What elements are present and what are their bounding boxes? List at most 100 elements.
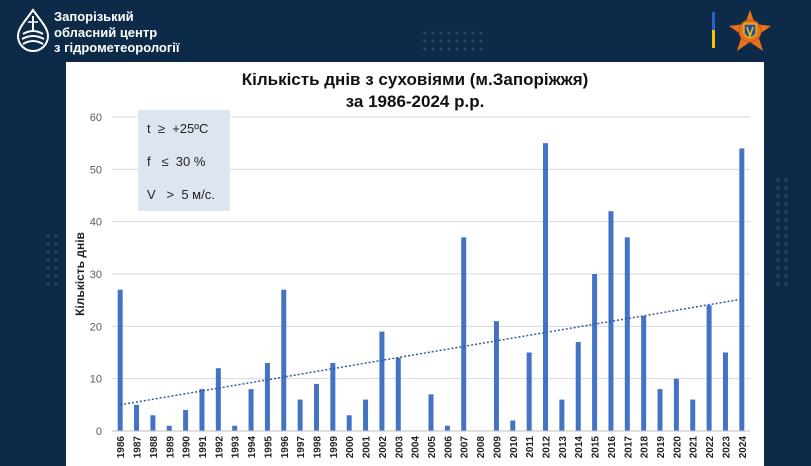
x-tick-label: 2021 (689, 436, 700, 459)
trendline (120, 298, 742, 406)
background-dot (776, 250, 780, 254)
x-tick-label: 1990 (182, 436, 193, 459)
emergency-service-emblem-icon (729, 10, 771, 51)
background-dot (463, 39, 467, 43)
condition-temperature: t ≥ +25ºC (147, 121, 209, 136)
x-tick-label: 2003 (394, 436, 405, 459)
x-tick-label: 1986 (116, 436, 127, 459)
bar (183, 410, 189, 431)
background-dot (776, 202, 780, 206)
background-dot (54, 234, 58, 238)
background-dot (784, 210, 788, 214)
bar (624, 237, 630, 431)
x-tick-label: 2023 (721, 436, 732, 459)
background-dot (439, 47, 443, 51)
x-tick-label: 1997 (296, 436, 307, 459)
background-dot (784, 194, 788, 198)
background-dot (447, 31, 451, 35)
hydromet-drop-icon (16, 8, 50, 52)
flag-bar (712, 12, 715, 48)
y-tick-label: 60 (90, 112, 102, 124)
org-line-1: Запорізький (54, 9, 134, 24)
background-dot (455, 31, 459, 35)
background-dot (784, 266, 788, 270)
bar (706, 305, 712, 431)
y-tick-label: 20 (90, 321, 102, 333)
background-dot (54, 274, 58, 278)
x-tick-label: 1988 (149, 436, 160, 459)
background-dot (54, 242, 58, 246)
x-tick-label: 1992 (214, 436, 225, 459)
x-tick-label: 2007 (460, 436, 471, 459)
background-dot (463, 31, 467, 35)
bar (134, 404, 140, 431)
background-dot (439, 39, 443, 43)
background-dot (776, 234, 780, 238)
background-dot (479, 31, 483, 35)
bar (739, 148, 745, 431)
x-tick-label: 2004 (411, 436, 422, 459)
bar (461, 237, 467, 431)
bar (363, 399, 369, 431)
background-dot (54, 266, 58, 270)
background-dot (423, 47, 427, 51)
bar (559, 399, 565, 431)
bar (510, 420, 516, 431)
background-dot (431, 47, 435, 51)
background-dot (776, 178, 780, 182)
background-dot (784, 218, 788, 222)
bar (690, 399, 696, 431)
background-dot (447, 47, 451, 51)
background-dot (431, 31, 435, 35)
flag-yellow-stripe (712, 30, 715, 48)
background-dot (46, 258, 50, 262)
x-tick-label: 2002 (378, 436, 389, 459)
x-tick-label: 2017 (623, 436, 634, 459)
bar (297, 399, 303, 431)
x-tick-label: 2022 (705, 436, 716, 459)
bar (199, 389, 205, 431)
bar (526, 352, 532, 431)
background-dot (54, 250, 58, 254)
x-tick-label: 2008 (476, 436, 487, 459)
background-dot (776, 282, 780, 286)
x-tick-label: 2024 (738, 436, 749, 459)
y-tick-label: 0 (96, 426, 102, 438)
x-tick-label: 1991 (198, 436, 209, 459)
background-dot (46, 250, 50, 254)
background-dot (784, 250, 788, 254)
x-tick-label: 2012 (542, 436, 553, 459)
background-dot (54, 258, 58, 262)
background-dot (776, 266, 780, 270)
chart-title: Кількість днів з суховіями (м.Запоріжжя) (241, 70, 589, 89)
bar (313, 383, 319, 431)
x-tick-label: 2016 (607, 436, 618, 459)
x-tick-label: 2015 (591, 436, 602, 459)
background-dot (784, 186, 788, 190)
bar (330, 362, 336, 431)
background-dot (784, 242, 788, 246)
background-dot (447, 39, 451, 43)
x-tick-label: 1994 (247, 436, 258, 459)
background-dot (784, 258, 788, 262)
background-dot (776, 210, 780, 214)
background-dot (776, 258, 780, 262)
bar (673, 378, 679, 431)
y-tick-label: 50 (90, 164, 102, 176)
background-dot (455, 39, 459, 43)
x-tick-label: 2019 (656, 436, 667, 459)
bar (264, 362, 270, 431)
background-dot (46, 282, 50, 286)
background-dot (479, 39, 483, 43)
bar (248, 389, 254, 431)
background-dot (784, 282, 788, 286)
bar (592, 274, 598, 431)
bar (543, 143, 549, 431)
flag-blue-stripe (712, 12, 715, 30)
chart-subtitle: за 1986-2024 р.р. (345, 92, 485, 111)
background-dot (431, 39, 435, 43)
background-dot (54, 282, 58, 286)
header: Запорізький обласний центр з гідрометеор… (0, 0, 811, 62)
y-tick-label: 10 (90, 374, 102, 386)
